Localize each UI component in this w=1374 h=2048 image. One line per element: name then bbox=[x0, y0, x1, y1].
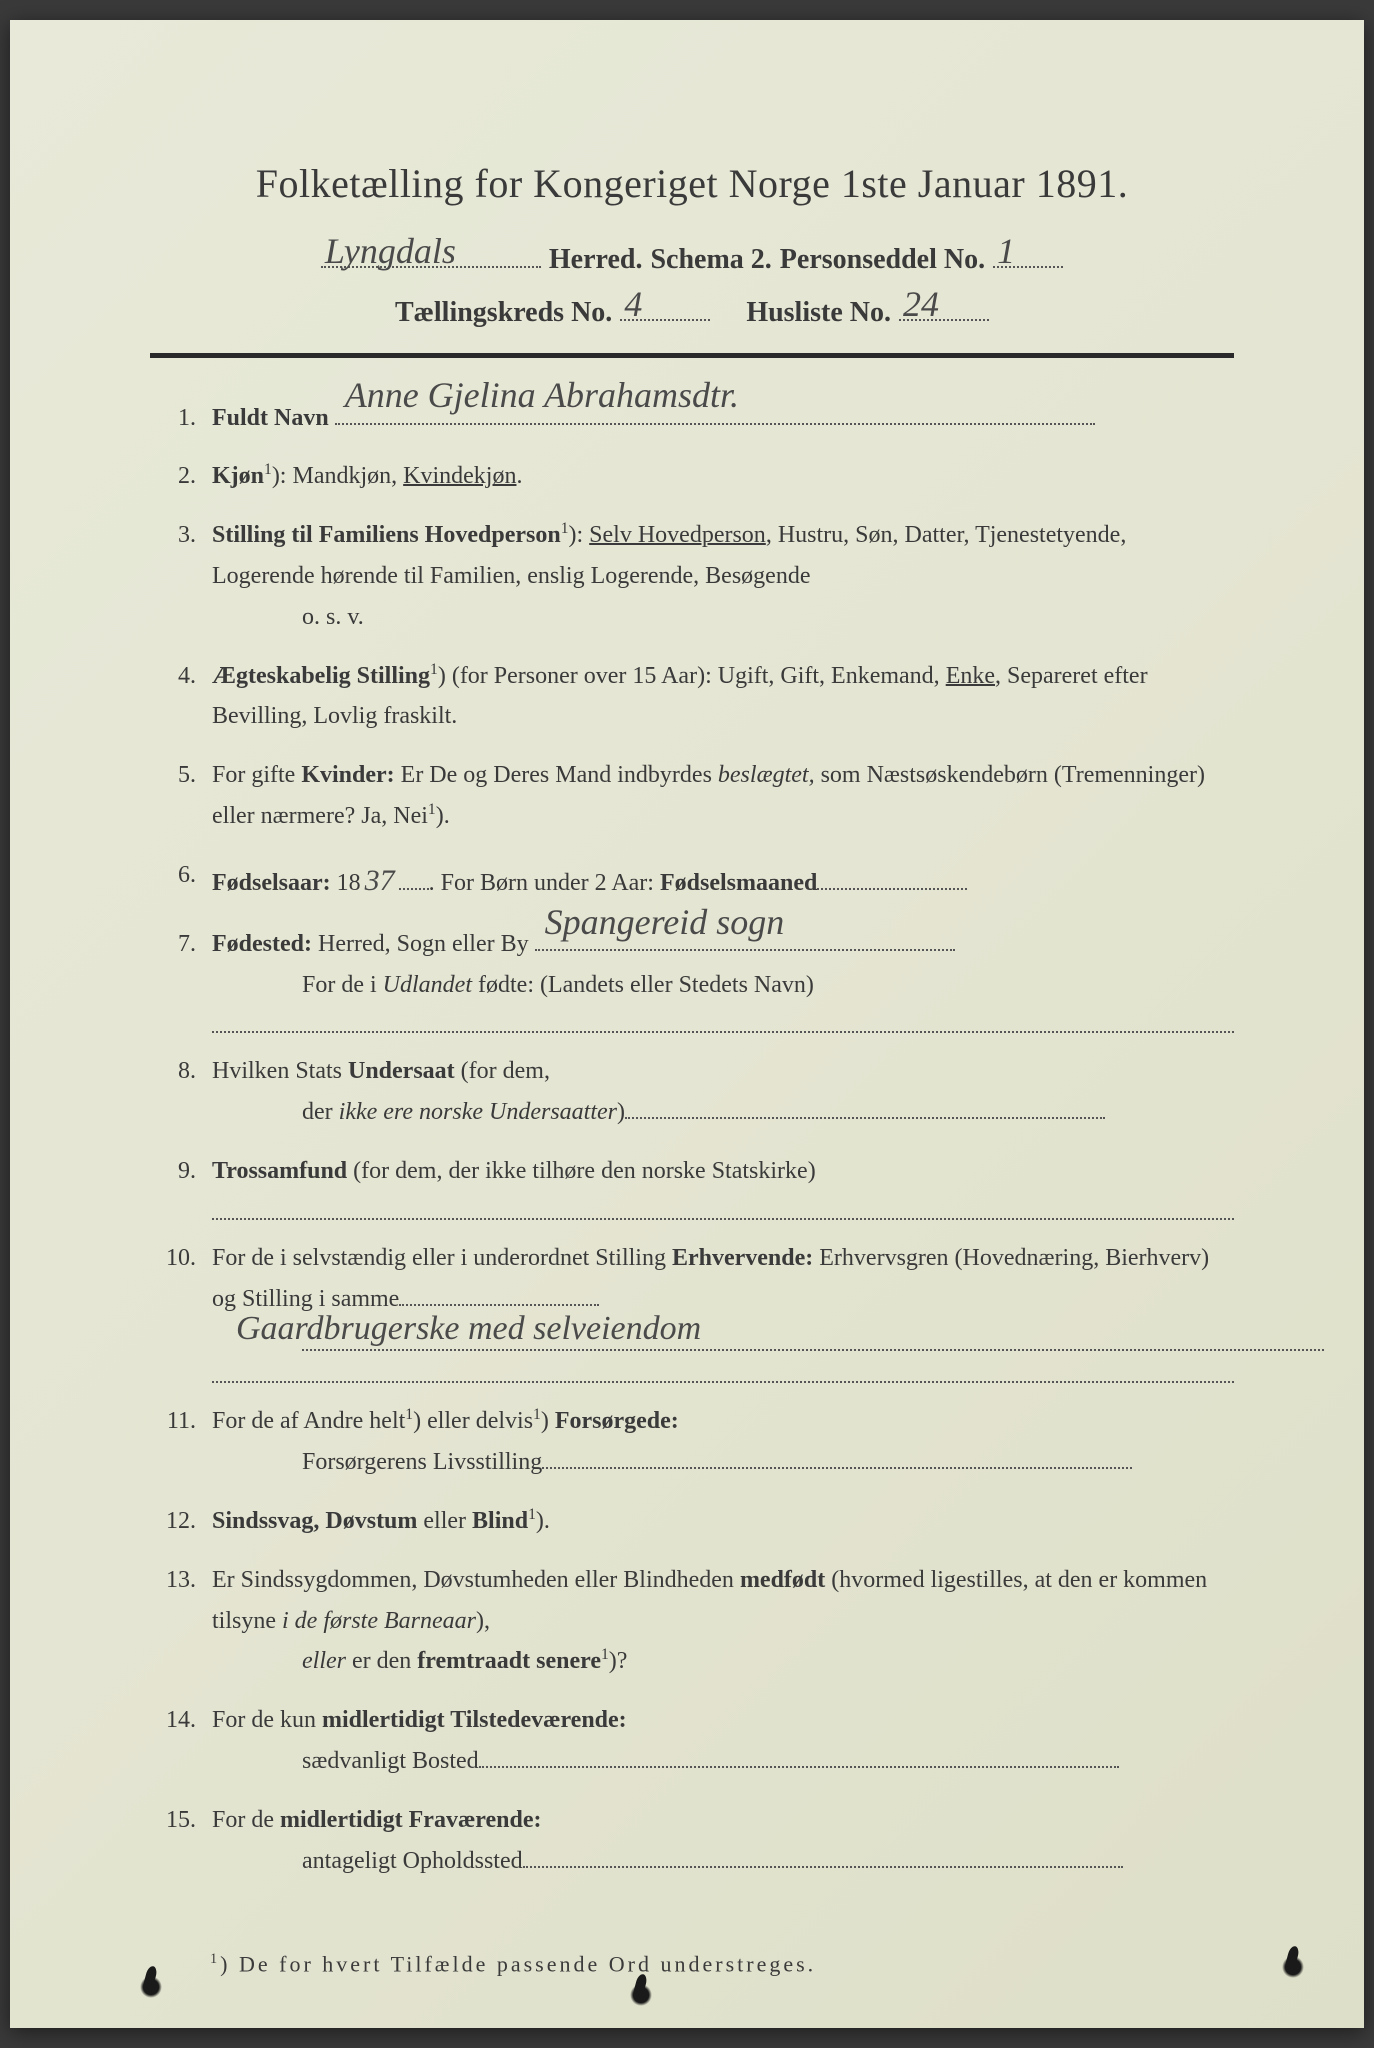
item-5: 5. For gifte Kvinder: Er De og Deres Man… bbox=[160, 755, 1234, 837]
item-3: 3. Stilling til Familiens Hovedperson1):… bbox=[160, 515, 1234, 637]
kreds-field: 4 bbox=[620, 290, 710, 321]
item-15: 15. For de midlertidigt Fraværende: anta… bbox=[160, 1800, 1234, 1882]
item-number: 14. bbox=[160, 1700, 212, 1741]
item-10: 10. For de i selvstændig eller i underor… bbox=[160, 1238, 1234, 1384]
birthplace-field: Spangereid sogn bbox=[535, 949, 955, 951]
item-13: 13. Er Sindssygdommen, Døvstumheden elle… bbox=[160, 1560, 1234, 1682]
personseddel-label: Personseddel No. bbox=[780, 244, 985, 276]
item-8: 8. Hvilken Stats Undersaat (for dem, der… bbox=[160, 1051, 1234, 1133]
item-number: 5. bbox=[160, 755, 212, 796]
item-number: 6. bbox=[160, 855, 212, 896]
personseddel-field: 1 bbox=[993, 237, 1063, 268]
dotted-line bbox=[212, 1198, 1234, 1220]
personseddel-no: 1 bbox=[993, 230, 1019, 272]
name-handwritten: Anne Gjelina Abrahamsdtr. bbox=[341, 365, 743, 426]
inkblot bbox=[1282, 1956, 1304, 1978]
divider bbox=[150, 353, 1234, 358]
item-number: 11. bbox=[160, 1401, 212, 1442]
header-row-2: Tællingskreds No. 4 Husliste No. 24 bbox=[150, 290, 1234, 329]
item-number: 10. bbox=[160, 1238, 212, 1279]
herred-handwritten: Lyngdals bbox=[321, 230, 460, 272]
name-field: Anne Gjelina Abrahamsdtr. bbox=[335, 423, 1095, 425]
item-7: 7. Fødested: Herred, Sogn eller By Spang… bbox=[160, 924, 1234, 1034]
item-number: 12. bbox=[160, 1501, 212, 1542]
item-9: 9. Trossamfund (for dem, der ikke tilhør… bbox=[160, 1151, 1234, 1220]
item-number: 13. bbox=[160, 1560, 212, 1601]
page-title: Folketælling for Kongeriget Norge 1ste J… bbox=[150, 160, 1234, 207]
label: Fuldt Navn bbox=[212, 405, 329, 431]
selected-marital: Enke bbox=[946, 663, 995, 689]
selected-relation: Selv Hovedperson bbox=[589, 522, 766, 548]
form-items: 1. Fuldt Navn Anne Gjelina Abrahamsdtr. … bbox=[150, 398, 1234, 1882]
kreds-label: Tællingskreds No. bbox=[395, 297, 612, 329]
occupation-hw: Gaardbrugerske med selveiendom bbox=[232, 1300, 705, 1358]
husliste-no: 24 bbox=[899, 283, 943, 325]
dotted-line bbox=[212, 1361, 1234, 1383]
husliste-label: Husliste No. bbox=[746, 297, 891, 329]
item-2: 2. Kjøn1): Mandkjøn, Kvindekjøn. bbox=[160, 456, 1234, 497]
footnote: 1) De for hvert Tilfælde passende Ord un… bbox=[150, 1951, 1234, 1977]
selected-sex: Kvindekjøn bbox=[403, 463, 516, 489]
item-12: 12. Sindssvag, Døvstum eller Blind1). bbox=[160, 1501, 1234, 1542]
item-number: 4. bbox=[160, 656, 212, 697]
header-row-1: Lyngdals Herred. Schema 2. Personseddel … bbox=[150, 237, 1234, 276]
herred-label: Herred. bbox=[549, 244, 643, 276]
census-form-page: Folketælling for Kongeriget Norge 1ste J… bbox=[10, 20, 1364, 2028]
birthplace-hw: Spangereid sogn bbox=[541, 892, 789, 953]
item-number: 8. bbox=[160, 1051, 212, 1092]
inkblot bbox=[140, 1976, 162, 1998]
item-number: 3. bbox=[160, 515, 212, 556]
item-4: 4. Ægteskabelig Stilling1) (for Personer… bbox=[160, 656, 1234, 738]
item-number: 9. bbox=[160, 1151, 212, 1192]
item-14: 14. For de kun midlertidigt Tilstedevære… bbox=[160, 1700, 1234, 1782]
item-1: 1. Fuldt Navn Anne Gjelina Abrahamsdtr. bbox=[160, 398, 1234, 439]
label: Kjøn bbox=[212, 463, 264, 489]
kreds-no: 4 bbox=[620, 283, 646, 325]
dotted-line bbox=[212, 1011, 1234, 1033]
husliste-field: 24 bbox=[899, 290, 989, 321]
inkblot bbox=[630, 1984, 652, 2006]
item-number: 7. bbox=[160, 924, 212, 965]
item-number: 1. bbox=[160, 398, 212, 439]
item-11: 11. For de af Andre helt1) eller delvis1… bbox=[160, 1401, 1234, 1483]
item-number: 15. bbox=[160, 1800, 212, 1841]
birth-year-hw: 37 bbox=[361, 864, 399, 897]
herred-field: Lyngdals bbox=[321, 237, 541, 268]
schema-label: Schema 2. bbox=[650, 244, 771, 276]
item-number: 2. bbox=[160, 456, 212, 497]
